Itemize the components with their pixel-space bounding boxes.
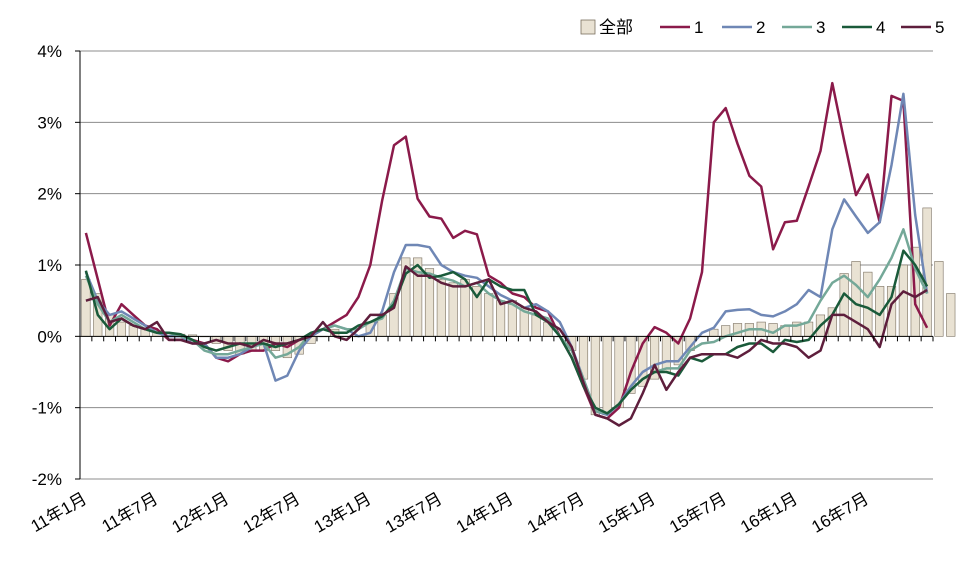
x-tick-label: 16年7月 bbox=[808, 489, 872, 537]
legend-label-2: 2 bbox=[756, 18, 765, 37]
legend-label-4: 4 bbox=[876, 18, 885, 37]
legend-label-5: 5 bbox=[935, 18, 944, 37]
legend-label-3: 3 bbox=[816, 18, 825, 37]
bar bbox=[116, 321, 127, 337]
bar bbox=[839, 273, 849, 337]
y-tick-label: -2% bbox=[32, 470, 62, 489]
legend: 全部 1 2 3 4 5 bbox=[580, 18, 944, 37]
line-series-1 bbox=[84, 81, 929, 420]
line-series-2 bbox=[84, 92, 929, 417]
x-tick-label: 16年1月 bbox=[737, 489, 801, 537]
y-tick-label: -1% bbox=[32, 399, 62, 418]
x-tick-label: 15年7月 bbox=[666, 489, 730, 537]
y-axis: 4% 3% 2% 1% 0% -1% -2% bbox=[32, 42, 81, 489]
bar bbox=[484, 293, 494, 337]
x-tick-label: 15年1月 bbox=[595, 489, 659, 537]
x-tick-label: 14年1月 bbox=[453, 489, 517, 537]
legend-label-1: 1 bbox=[694, 18, 703, 37]
bar bbox=[934, 261, 944, 337]
bar bbox=[496, 300, 506, 337]
x-tick-label: 13年1月 bbox=[311, 489, 375, 537]
bar-series-全部 bbox=[81, 207, 956, 416]
y-tick-label: 0% bbox=[37, 327, 62, 346]
bar bbox=[460, 278, 470, 337]
x-tick-label: 12年7月 bbox=[240, 489, 304, 537]
y-tick-label: 2% bbox=[37, 185, 62, 204]
line-series-5 bbox=[85, 265, 928, 427]
legend-swatch-全部 bbox=[580, 19, 596, 35]
x-tick-label: 14年7月 bbox=[524, 489, 588, 537]
line-series-3 bbox=[84, 228, 929, 415]
bar bbox=[661, 336, 672, 373]
y-tick-label: 1% bbox=[37, 256, 62, 275]
bar bbox=[898, 264, 908, 337]
bar bbox=[448, 282, 458, 337]
grid-lines bbox=[80, 50, 933, 480]
x-tick-label: 11年1月 bbox=[28, 489, 90, 536]
legend-label-全部: 全部 bbox=[599, 18, 633, 37]
bar bbox=[81, 278, 91, 337]
line-series-4 bbox=[84, 249, 929, 415]
x-tick-label: 12年1月 bbox=[169, 489, 233, 537]
y-tick-label: 3% bbox=[37, 113, 62, 132]
x-axis: 11年1月 11年7月 12年1月 12年7月 13年1月 13年7月 14年1月 14年7月… bbox=[28, 335, 934, 537]
bar bbox=[946, 293, 956, 337]
bar bbox=[436, 278, 446, 337]
bar bbox=[602, 336, 612, 416]
x-tick-label: 11年7月 bbox=[99, 489, 161, 536]
line-series-group bbox=[84, 81, 929, 427]
y-tick-label: 4% bbox=[37, 42, 62, 61]
x-tick-label: 13年7月 bbox=[382, 489, 446, 537]
